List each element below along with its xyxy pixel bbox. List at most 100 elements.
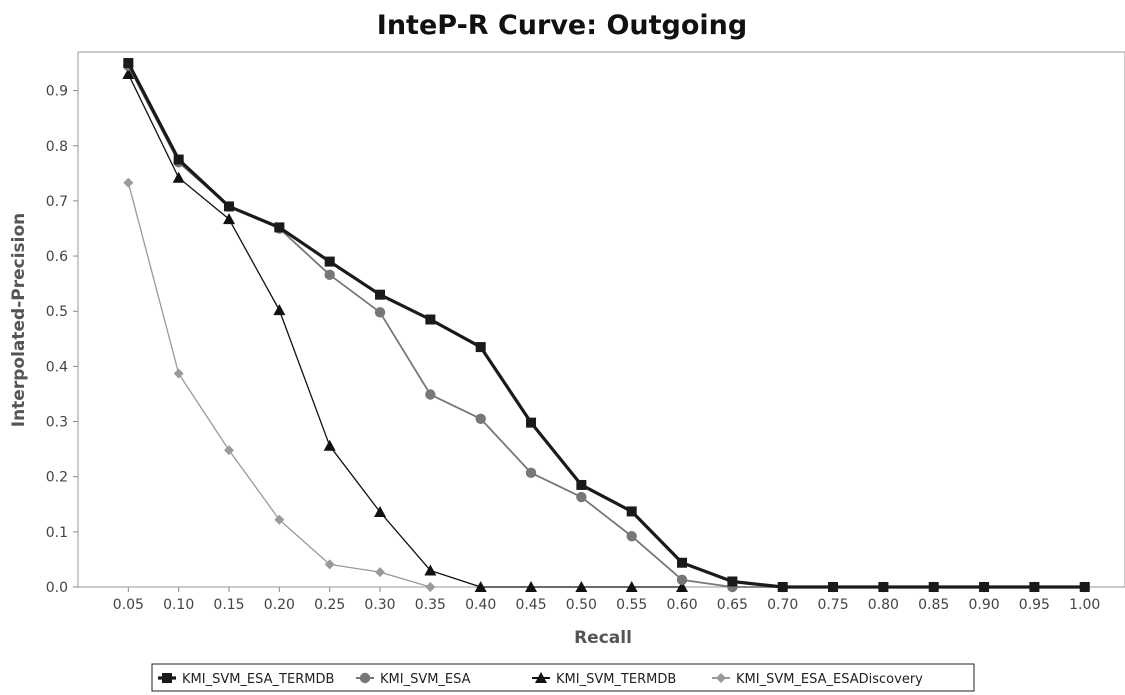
x-tick-label: 0.40 — [465, 597, 496, 613]
x-tick-label: 0.05 — [113, 597, 144, 613]
data-point — [828, 582, 839, 592]
x-tick-label: 0.75 — [817, 597, 848, 613]
legend-items: KMI_SVM_ESA_TERMDB KMI_SVM_ESA KMI_SVM_TER… — [158, 672, 923, 687]
data-point — [374, 505, 387, 517]
y-tick-label: 0.9 — [46, 84, 68, 100]
legend-item: KMI_SVM_TERMDB — [532, 672, 676, 687]
data-point — [375, 567, 386, 578]
data-point — [1029, 582, 1040, 592]
data-point — [575, 581, 588, 592]
data-point — [425, 582, 436, 592]
data-point — [274, 514, 285, 525]
data-point — [676, 581, 689, 592]
y-tick-label: 0.6 — [46, 249, 68, 265]
legend-marker — [535, 672, 547, 683]
data-point — [374, 307, 386, 318]
legend-label: KMI_SVM_ESA_TERMDB — [182, 672, 334, 687]
data-point — [677, 557, 688, 568]
data-point — [173, 368, 184, 379]
series-layer — [122, 58, 1090, 593]
legend-marker — [716, 673, 726, 683]
data-point — [928, 582, 939, 592]
data-point — [576, 491, 587, 503]
data-point — [475, 413, 486, 424]
data-point — [223, 213, 236, 225]
data-point — [777, 582, 788, 592]
series-line — [126, 62, 1085, 589]
series-kmi-svm-termdb — [122, 68, 689, 592]
x-tick-label: 0.80 — [868, 597, 899, 613]
data-point — [324, 269, 335, 281]
data-point — [425, 314, 436, 325]
y-axis-title: Interpolated-Precision — [9, 213, 29, 428]
series-line — [127, 73, 683, 588]
x-tick-label: 0.25 — [314, 597, 345, 613]
legend-marker — [359, 672, 371, 684]
series-kmi-svm-esa-termdb — [123, 58, 1090, 592]
x-tick-label: 0.50 — [566, 597, 597, 613]
data-point — [626, 506, 637, 517]
data-point — [979, 582, 990, 592]
data-point — [424, 564, 437, 576]
data-point — [324, 256, 335, 267]
y-tick-label: 0.5 — [46, 304, 68, 320]
x-axis-ticks: 0.05 0.10 0.15 0.20 0.25 0.30 0.35 0.40 0.45 0.50… — [113, 587, 1100, 613]
chart-title: InteP-R Curve: Outgoing — [377, 10, 747, 41]
data-point — [526, 417, 537, 428]
data-point — [173, 154, 184, 165]
data-point — [525, 467, 537, 479]
x-tick-label: 0.70 — [767, 597, 798, 613]
x-tick-label: 0.45 — [515, 597, 546, 613]
legend-marker — [162, 673, 172, 683]
data-point — [626, 531, 637, 542]
x-tick-label: 0.35 — [415, 597, 446, 613]
data-point — [727, 576, 738, 587]
legend-label: KMI_SVM_ESA_ESADiscovery — [736, 672, 923, 687]
data-point — [324, 559, 335, 570]
legend-label: KMI_SVM_TERMDB — [556, 672, 676, 687]
x-tick-label: 0.60 — [666, 597, 697, 613]
y-tick-label: 0.7 — [46, 194, 68, 210]
data-point — [122, 68, 135, 80]
data-point — [878, 582, 889, 592]
data-point — [123, 177, 134, 188]
x-tick-label: 0.10 — [163, 597, 194, 613]
legend-label: KMI_SVM_ESA — [380, 672, 471, 687]
data-point — [625, 581, 638, 592]
x-tick-label: 0.55 — [616, 597, 647, 613]
data-point — [123, 58, 134, 69]
legend-item: KMI_SVM_ESA — [356, 672, 471, 687]
data-point — [375, 289, 386, 300]
data-point — [576, 479, 587, 490]
data-point — [224, 445, 235, 456]
data-point — [425, 389, 436, 400]
data-point — [525, 581, 538, 592]
data-point — [323, 439, 336, 451]
x-tick-label: 0.20 — [264, 597, 295, 613]
legend-box — [151, 663, 975, 692]
y-tick-label: 0.2 — [46, 470, 68, 486]
y-tick-label: 0.0 — [46, 580, 68, 596]
y-axis-ticks: 0.0 0.1 0.2 0.3 0.4 0.5 0.6 0.7 0.8 0.9 — [46, 84, 78, 596]
legend-item: KMI_SVM_ESA_TERMDB — [158, 672, 334, 687]
x-tick-label: 0.15 — [213, 597, 244, 613]
data-point — [474, 581, 487, 592]
y-tick-label: 0.4 — [46, 359, 68, 375]
y-tick-label: 0.8 — [46, 139, 68, 155]
x-tick-label: 0.65 — [717, 597, 748, 613]
legend-item: KMI_SVM_ESA_ESADiscovery — [712, 672, 923, 687]
y-tick-label: 0.1 — [46, 525, 68, 541]
data-point — [676, 574, 688, 586]
data-point — [172, 171, 185, 183]
x-tick-label: 0.95 — [1019, 597, 1050, 613]
data-point — [274, 222, 285, 233]
x-tick-label: 0.90 — [968, 597, 999, 613]
plot-area — [77, 51, 1125, 588]
data-point — [273, 304, 286, 316]
legend: KMI_SVM_ESA_TERMDB KMI_SVM_ESA KMI_SVM_TER… — [151, 663, 975, 692]
series-kmi-svm-esa-esadiscovery — [123, 177, 436, 592]
x-tick-label: 0.85 — [918, 597, 949, 613]
x-axis-title: Recall — [574, 628, 632, 648]
y-tick-label: 0.3 — [46, 415, 68, 431]
